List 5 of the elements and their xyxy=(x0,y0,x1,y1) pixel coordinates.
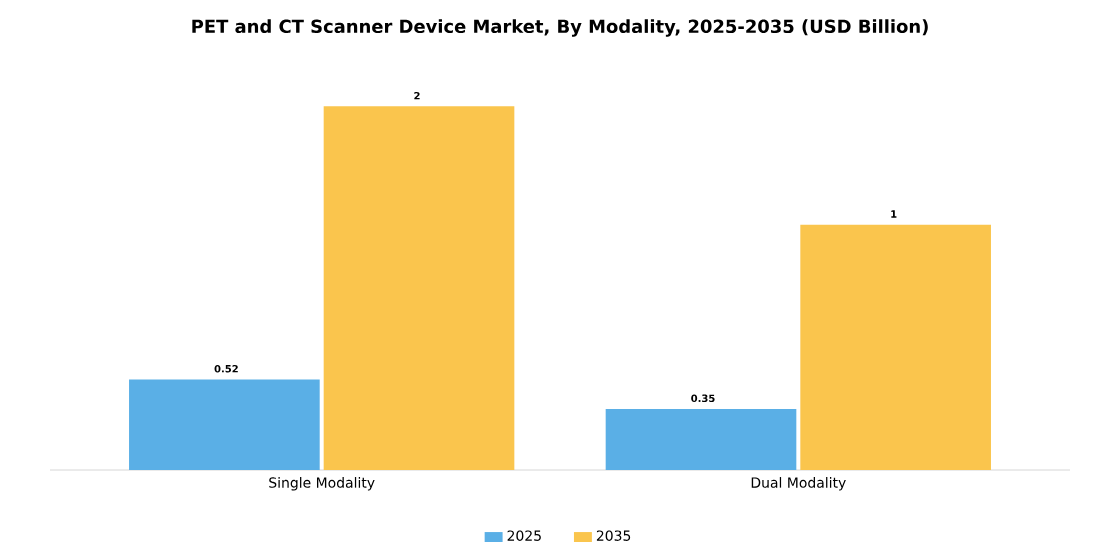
bar xyxy=(605,409,797,470)
chart-title: PET and CT Scanner Device Market, By Modality, 2025-2035 (USD Billion) xyxy=(192,19,928,37)
bar xyxy=(129,379,320,470)
bar xyxy=(800,224,991,470)
bar xyxy=(323,106,515,470)
